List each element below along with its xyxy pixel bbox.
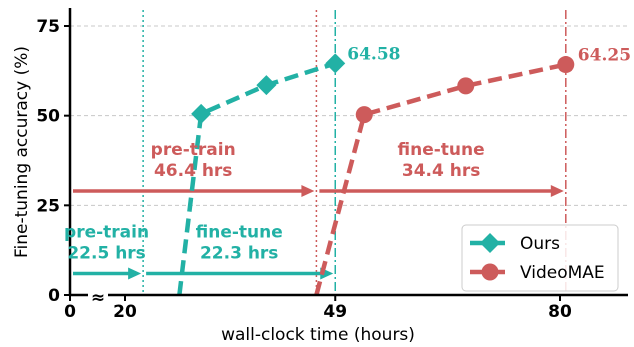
series-line-ours xyxy=(177,61,336,296)
axis-break-mask xyxy=(88,288,108,302)
legend-label-ours: Ours xyxy=(520,234,560,254)
grid-lines xyxy=(70,25,628,206)
tick-labels: 0 25 50 75 0 20 49 80 xyxy=(36,17,572,322)
annotation-line1-3: fine-tune xyxy=(398,140,485,160)
data-point-ours-3 xyxy=(325,53,346,74)
legend-marker-videomae xyxy=(481,263,499,281)
annotation-line2-0: 22.5 hrs xyxy=(67,243,145,263)
annotation-line2-1: 22.3 hrs xyxy=(200,243,278,263)
axis-break-symbol: ≈ xyxy=(91,288,105,308)
annotation-line2-3: 34.4 hrs xyxy=(402,161,480,181)
legend-label-videomae: VideoMAE xyxy=(520,263,605,283)
duration-arrows xyxy=(73,184,564,280)
y-axis-label: Fine-tuning accuracy (%) xyxy=(12,46,32,258)
annotation-line1-1: fine-tune xyxy=(196,222,283,242)
end-value-label-videomae: 64.25 xyxy=(578,46,631,66)
y-tick-label-75: 75 xyxy=(36,17,60,37)
x-tick-label-80: 80 xyxy=(548,302,572,322)
axes: ≈ xyxy=(68,8,628,308)
y-tick-label-50: 50 xyxy=(36,107,60,127)
data-point-videomae-1 xyxy=(355,106,373,124)
y-tick-label-25: 25 xyxy=(36,196,60,216)
duration-arrow-head-0 xyxy=(128,267,142,280)
annotation-line1-2: pre-train xyxy=(151,140,236,160)
duration-arrow-head-3 xyxy=(550,184,564,197)
x-axis-label: wall-clock time (hours) xyxy=(221,325,415,345)
duration-arrow-head-2 xyxy=(301,184,315,197)
data-point-ours-1 xyxy=(191,103,212,124)
x-tick-label-49: 49 xyxy=(323,302,347,322)
series-line-videomae xyxy=(314,62,567,296)
annotation-line1-0: pre-train xyxy=(64,222,149,242)
end-value-label-ours: 64.58 xyxy=(347,44,400,64)
legend: Ours VideoMAE xyxy=(461,224,619,292)
series-lines: 64.58 64.25 xyxy=(177,44,631,296)
annotation-line2-2: 46.4 hrs xyxy=(154,161,232,181)
x-tick-label-0: 0 xyxy=(64,302,76,322)
data-point-ours-2 xyxy=(256,75,277,96)
x-tick-label-20: 20 xyxy=(113,302,137,322)
legend-marker-ours xyxy=(480,233,500,253)
y-tick-label-0: 0 xyxy=(48,286,60,306)
data-point-videomae-3 xyxy=(557,56,575,74)
data-point-videomae-2 xyxy=(457,77,475,95)
